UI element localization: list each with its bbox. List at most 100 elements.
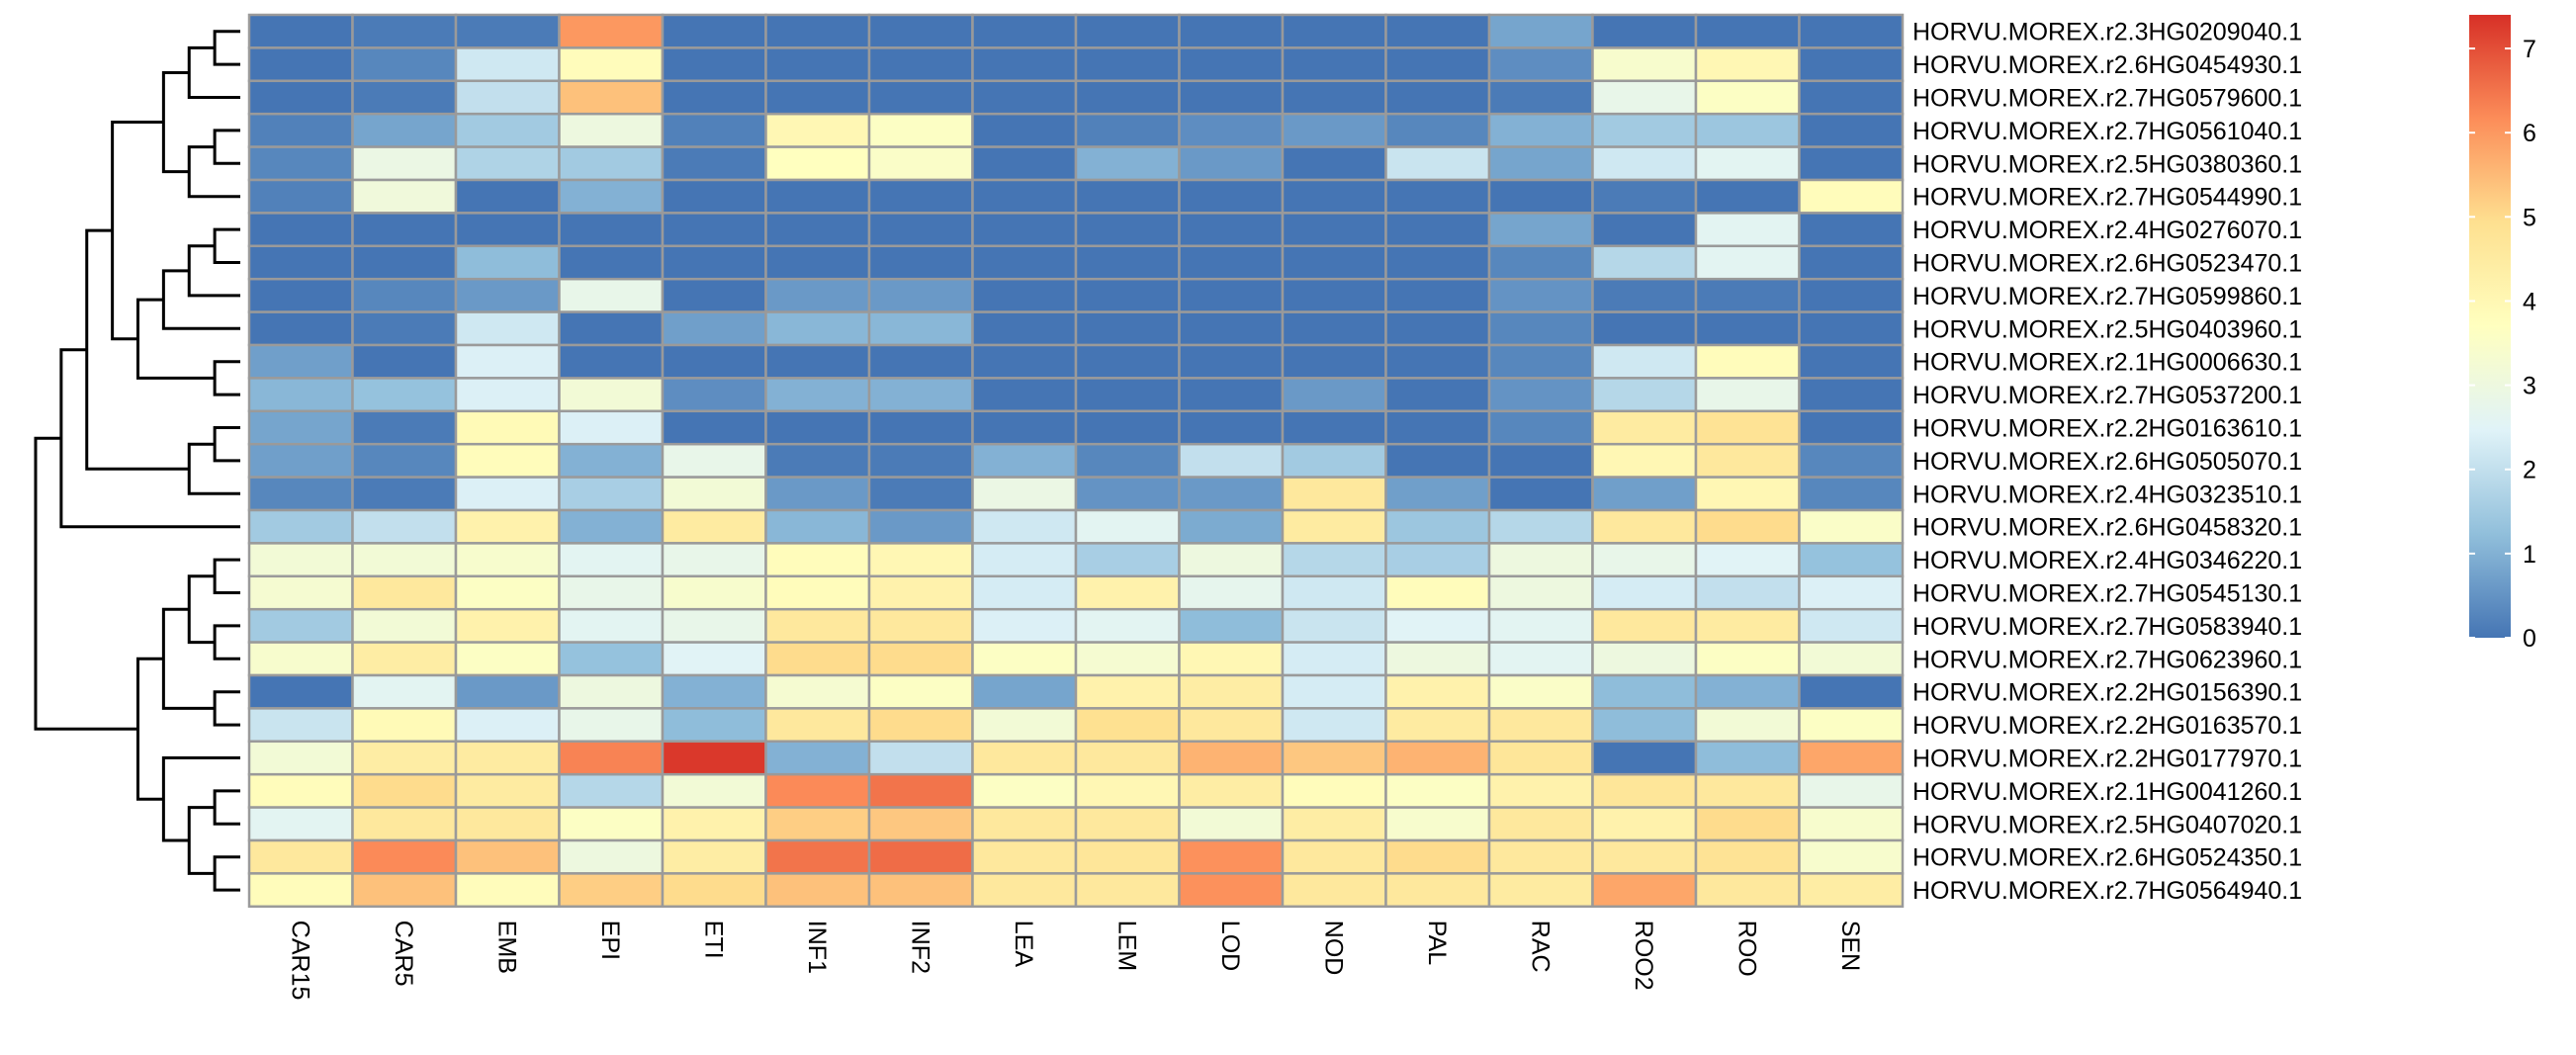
heatmap-cell: [661, 607, 767, 644]
heatmap-cell: [351, 145, 458, 182]
heatmap-cell: [661, 872, 767, 909]
heatmap-cell: [867, 13, 974, 49]
row-label: HORVU.MOREX.r2.6HG0505070.1: [1912, 448, 2302, 476]
heatmap-cell: [1281, 310, 1387, 347]
row-label: HORVU.MOREX.r2.4HG0276070.1: [1912, 217, 2302, 244]
heatmap-cell: [351, 244, 458, 281]
heatmap-cell: [1487, 872, 1594, 909]
heatmap-cell: [1384, 872, 1491, 909]
heatmap-cell: [1798, 574, 1905, 611]
heatmap-cell: [1694, 476, 1801, 512]
heatmap-cell: [1074, 145, 1181, 182]
heatmap-cell: [454, 740, 561, 776]
heatmap-cell: [351, 442, 458, 479]
heatmap-cell: [558, 79, 665, 116]
heatmap-cell: [1281, 13, 1387, 49]
heatmap-cell: [351, 740, 458, 776]
heatmap-cell: [1487, 244, 1594, 281]
heatmap-cell: [558, 13, 665, 49]
heatmap-cell: [1694, 244, 1801, 281]
heatmap-cell: [971, 13, 1078, 49]
heatmap-cell: [764, 277, 871, 313]
heatmap-cell: [1384, 145, 1491, 182]
heatmap-cell: [1487, 806, 1594, 842]
heatmap-cell: [1384, 740, 1491, 776]
heatmap-cell: [1591, 574, 1698, 611]
heatmap-cell: [1487, 574, 1594, 611]
heatmap-cell: [661, 212, 767, 248]
heatmap-cell: [1384, 212, 1491, 248]
heatmap-cell: [764, 508, 871, 545]
heatmap-cell: [1178, 178, 1285, 215]
heatmap-cell: [971, 409, 1078, 446]
legend-tick-label: 3: [2523, 373, 2536, 400]
heatmap-cell: [764, 212, 871, 248]
heatmap-cell: [1798, 542, 1905, 578]
heatmap-cell: [1487, 838, 1594, 875]
heatmap-cell: [1487, 343, 1594, 380]
heatmap-cell: [558, 212, 665, 248]
heatmap-cell: [1074, 310, 1181, 347]
heatmap-cell: [1384, 607, 1491, 644]
heatmap-cell: [1487, 79, 1594, 116]
legend-tick-label: 5: [2523, 204, 2536, 231]
heatmap-cell: [1384, 673, 1491, 710]
heatmap-cell: [1694, 641, 1801, 677]
heatmap-cell: [454, 310, 561, 347]
dendrogram-branch: [136, 657, 164, 801]
heatmap-cell: [1384, 707, 1491, 744]
heatmap-cell: [764, 806, 871, 842]
heatmap-cell: [764, 79, 871, 116]
heatmap-cell: [1487, 112, 1594, 148]
heatmap-cell: [764, 244, 871, 281]
heatmap-cell: [1591, 145, 1698, 182]
dendrogram-branch: [187, 574, 216, 645]
heatmap-cell: [764, 442, 871, 479]
heatmap-cell: [1591, 178, 1698, 215]
heatmap-cell: [558, 310, 665, 347]
heatmap-cell: [1178, 740, 1285, 776]
heatmap-cell: [661, 476, 767, 512]
heatmap-cell: [1178, 607, 1285, 644]
heatmap-cell: [1281, 838, 1387, 875]
row-label: HORVU.MOREX.r2.4HG0323510.1: [1912, 481, 2302, 508]
row-label: HORVU.MOREX.r2.5HG0403960.1: [1912, 315, 2302, 343]
heatmap-cell: [1281, 673, 1387, 710]
heatmap-cell: [1384, 112, 1491, 148]
heatmap-cell: [558, 872, 665, 909]
legend-tick-label: 4: [2523, 288, 2536, 315]
heatmap-cell: [1591, 46, 1698, 83]
heatmap-cell: [764, 772, 871, 809]
heatmap-cell: [558, 442, 665, 479]
heatmap-cell: [351, 574, 458, 611]
heatmap-cell: [1178, 508, 1285, 545]
heatmap-cell: [351, 310, 458, 347]
heatmap-cell: [1487, 641, 1594, 677]
heatmap-cell: [1798, 178, 1905, 215]
heatmap-cell: [247, 178, 354, 215]
dendrogram-branch: [213, 360, 240, 396]
heatmap-cell: [1281, 46, 1387, 83]
heatmap-cell: [1694, 508, 1801, 545]
column-label: RAC: [1526, 921, 1554, 973]
heatmap-cell: [351, 212, 458, 248]
heatmap-cell: [454, 476, 561, 512]
heatmap-cell: [1281, 607, 1387, 644]
heatmap-cell: [971, 607, 1078, 644]
heatmap-cell: [1798, 310, 1905, 347]
dendrogram-branch: [213, 690, 240, 727]
heatmap-cell: [1487, 409, 1594, 446]
heatmap-cell: [1281, 145, 1387, 182]
heatmap-cell: [454, 806, 561, 842]
heatmap-cell: [661, 112, 767, 148]
heatmap-cell: [1178, 574, 1285, 611]
heatmap-cell: [971, 212, 1078, 248]
heatmap-cell: [1178, 244, 1285, 281]
heatmap-cell: [1798, 79, 1905, 116]
column-label: EPI: [596, 921, 624, 960]
dendrogram-branch: [213, 789, 240, 826]
heatmap-cell: [1591, 542, 1698, 578]
heatmap-cell: [1694, 377, 1801, 413]
dendrogram-branch: [161, 269, 240, 330]
heatmap-cell: [867, 476, 974, 512]
